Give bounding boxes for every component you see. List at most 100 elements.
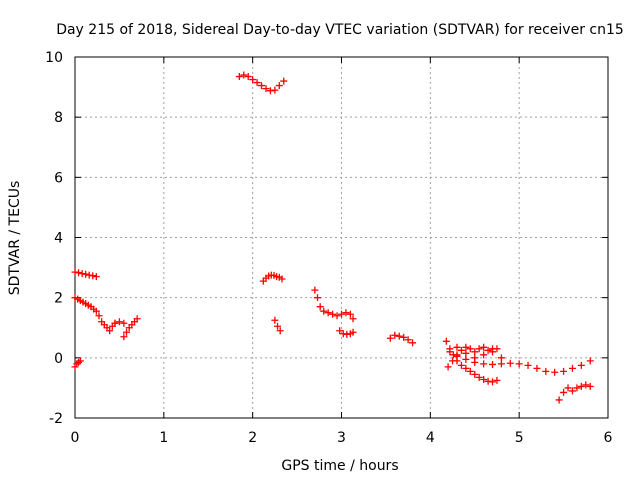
data-point <box>497 354 505 362</box>
data-point <box>75 269 83 277</box>
data-point <box>442 337 450 345</box>
data-point <box>276 327 284 335</box>
y-tick-label: 4 <box>54 231 63 247</box>
data-point <box>349 315 357 323</box>
data-point <box>466 367 474 375</box>
y-tick-label: 0 <box>54 351 63 367</box>
data-point <box>493 376 501 384</box>
x-tick-label: 6 <box>604 430 613 446</box>
data-point <box>475 345 483 353</box>
data-point <box>577 382 585 390</box>
data-point <box>258 82 266 90</box>
data-point <box>564 384 572 392</box>
data-point <box>115 318 123 326</box>
data-point <box>338 310 345 318</box>
data-point <box>342 309 350 317</box>
y-tick-label: -2 <box>49 411 63 427</box>
data-point <box>453 343 461 351</box>
data-point <box>462 343 470 351</box>
data-point <box>489 378 497 386</box>
data-point <box>311 286 319 294</box>
series-seg11 <box>386 331 417 347</box>
data-point <box>446 348 454 356</box>
data-point <box>457 346 465 354</box>
y-tick-labels: -2 0 2 4 6 8 10 <box>45 50 63 427</box>
data-point <box>480 343 488 351</box>
series-seg5 <box>120 315 141 341</box>
series-seg2 <box>71 268 100 281</box>
data-point <box>253 79 261 87</box>
data-point <box>329 310 337 318</box>
data-point <box>349 328 357 336</box>
series-seg16 <box>555 381 594 404</box>
data-point <box>76 357 84 365</box>
data-point <box>120 333 128 341</box>
data-point <box>320 307 328 315</box>
data-point <box>560 388 568 396</box>
data-point <box>235 73 243 81</box>
data-point <box>466 345 474 353</box>
data-point <box>92 307 100 315</box>
data-point <box>484 346 492 354</box>
data-point <box>471 370 479 378</box>
data-points <box>71 71 594 404</box>
data-point <box>568 387 576 395</box>
x-tick-label: 4 <box>426 430 435 446</box>
data-point <box>271 316 279 324</box>
y-tick-label: 2 <box>54 291 63 307</box>
data-point <box>92 273 100 281</box>
data-point <box>262 85 270 93</box>
data-point <box>480 360 488 368</box>
data-point <box>449 357 457 365</box>
series-seg9 <box>311 286 357 323</box>
data-point <box>462 364 470 372</box>
data-point <box>480 375 488 383</box>
data-point <box>400 333 408 341</box>
data-point <box>497 360 505 368</box>
x-tick-label: 2 <box>248 430 257 446</box>
data-point <box>475 373 483 381</box>
data-point <box>444 363 452 371</box>
data-point <box>280 77 288 85</box>
series-seg15 <box>453 343 505 362</box>
data-point <box>568 364 576 372</box>
data-point <box>240 71 248 79</box>
x-tick-label: 0 <box>71 430 80 446</box>
data-point <box>244 73 252 81</box>
x-tick-label: 3 <box>337 430 346 446</box>
data-point <box>480 351 488 359</box>
data-point <box>462 349 470 357</box>
series-seg6 <box>235 71 288 95</box>
data-point <box>404 336 412 344</box>
data-point <box>555 396 563 404</box>
data-point <box>573 384 581 392</box>
data-point <box>82 270 90 278</box>
y-tick-label: 6 <box>54 170 63 186</box>
data-point <box>551 368 559 376</box>
data-point <box>271 86 279 94</box>
series-seg3 <box>71 294 119 335</box>
data-point <box>123 328 131 336</box>
series-seg1 <box>71 357 84 371</box>
chart-title: Day 215 of 2018, Sidereal Day-to-day VTE… <box>56 22 624 38</box>
y-axis-label: SDTVAR / TECUs <box>7 181 23 296</box>
y-tick-label: 8 <box>54 110 63 126</box>
series-seg13 <box>444 343 501 371</box>
data-point <box>582 381 590 389</box>
x-tick-label: 5 <box>515 430 524 446</box>
data-point <box>333 312 341 320</box>
data-point <box>133 315 141 323</box>
x-tick-labels: 0 1 2 3 4 5 6 <box>71 430 613 446</box>
data-point <box>391 331 399 339</box>
data-point <box>533 364 541 372</box>
data-point <box>586 357 594 365</box>
series-seg12 <box>442 337 501 386</box>
data-point <box>489 345 497 353</box>
series-seg8 <box>271 316 284 335</box>
data-point <box>106 327 114 335</box>
data-point <box>111 319 119 327</box>
data-point <box>249 76 257 84</box>
data-point <box>95 312 103 320</box>
data-point <box>316 303 324 311</box>
data-point <box>457 361 465 369</box>
